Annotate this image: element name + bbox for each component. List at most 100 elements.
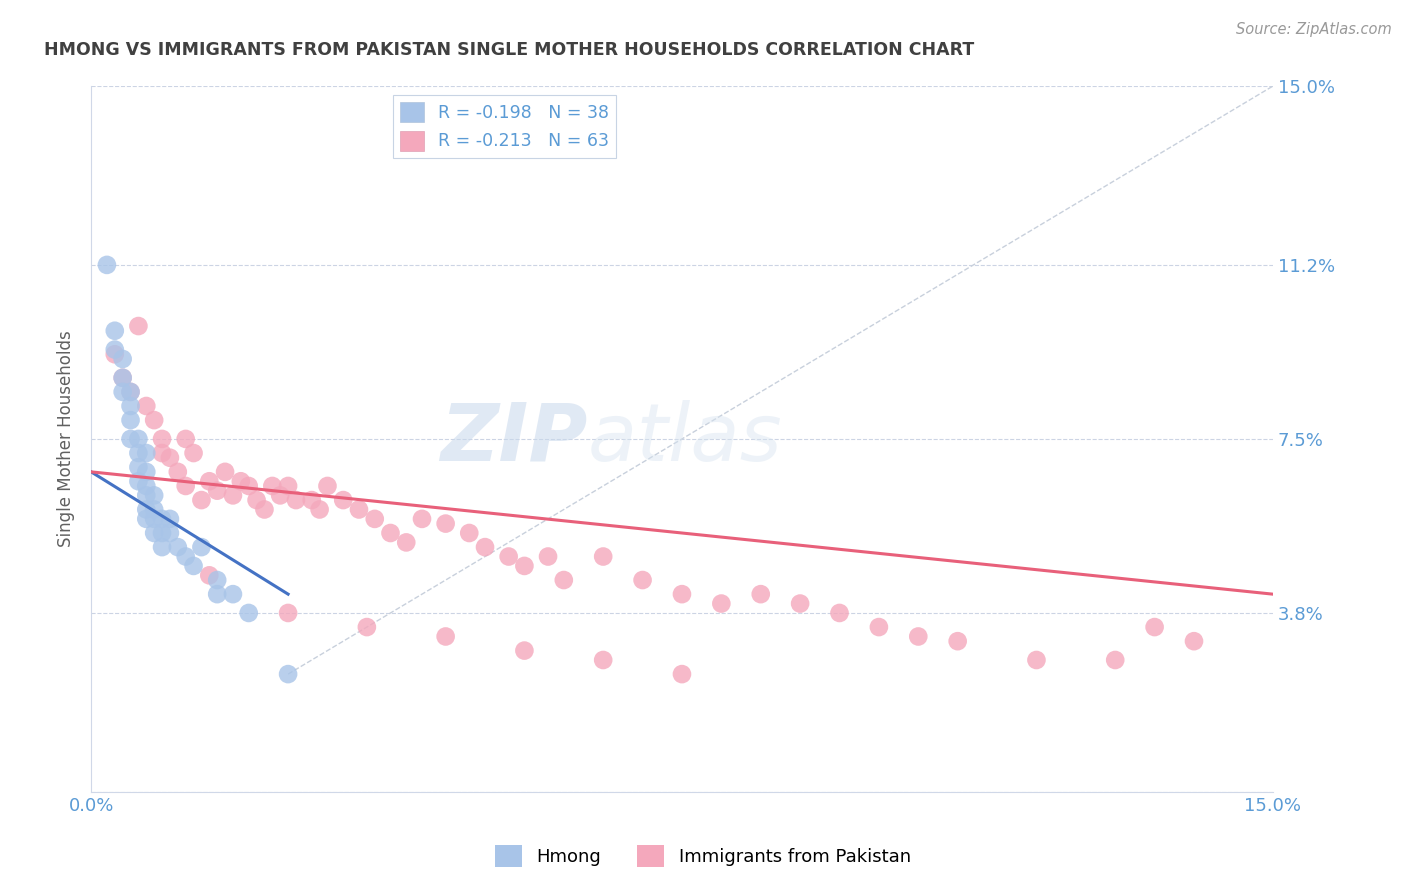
- Point: [174, 549, 197, 564]
- Point: [135, 399, 157, 413]
- Point: [749, 587, 772, 601]
- Text: ZIP: ZIP: [440, 400, 588, 478]
- Point: [135, 479, 157, 493]
- Point: [111, 351, 134, 366]
- Point: [277, 667, 299, 681]
- Point: [120, 413, 142, 427]
- Point: [135, 502, 157, 516]
- Point: [205, 573, 228, 587]
- Point: [1104, 653, 1126, 667]
- Point: [111, 384, 134, 399]
- Point: [868, 620, 890, 634]
- Point: [262, 479, 284, 493]
- Point: [166, 465, 188, 479]
- Text: Source: ZipAtlas.com: Source: ZipAtlas.com: [1236, 22, 1392, 37]
- Text: atlas: atlas: [588, 400, 782, 478]
- Point: [127, 319, 149, 334]
- Point: [553, 573, 575, 587]
- Point: [434, 516, 457, 531]
- Point: [159, 512, 181, 526]
- Point: [498, 549, 520, 564]
- Point: [222, 488, 245, 502]
- Point: [301, 493, 323, 508]
- Point: [332, 493, 354, 508]
- Point: [159, 450, 181, 465]
- Point: [143, 502, 166, 516]
- Point: [150, 540, 173, 554]
- Point: [1143, 620, 1166, 634]
- Point: [150, 512, 173, 526]
- Point: [631, 573, 654, 587]
- Point: [143, 512, 166, 526]
- Point: [269, 488, 291, 502]
- Point: [238, 479, 260, 493]
- Legend: R = -0.198   N = 38, R = -0.213   N = 63: R = -0.198 N = 38, R = -0.213 N = 63: [394, 95, 616, 158]
- Point: [198, 568, 221, 582]
- Point: [1182, 634, 1205, 648]
- Point: [474, 540, 496, 554]
- Point: [135, 488, 157, 502]
- Point: [127, 460, 149, 475]
- Point: [229, 475, 252, 489]
- Point: [183, 558, 205, 573]
- Point: [150, 446, 173, 460]
- Point: [458, 526, 481, 541]
- Point: [214, 465, 236, 479]
- Point: [356, 620, 378, 634]
- Point: [120, 384, 142, 399]
- Legend: Hmong, Immigrants from Pakistan: Hmong, Immigrants from Pakistan: [488, 838, 918, 874]
- Point: [592, 549, 614, 564]
- Point: [135, 446, 157, 460]
- Point: [789, 597, 811, 611]
- Point: [150, 432, 173, 446]
- Point: [190, 493, 212, 508]
- Point: [347, 502, 370, 516]
- Point: [127, 432, 149, 446]
- Point: [671, 587, 693, 601]
- Point: [205, 587, 228, 601]
- Point: [513, 558, 536, 573]
- Point: [143, 488, 166, 502]
- Point: [190, 540, 212, 554]
- Point: [183, 446, 205, 460]
- Point: [710, 597, 733, 611]
- Point: [828, 606, 851, 620]
- Point: [277, 606, 299, 620]
- Point: [1025, 653, 1047, 667]
- Point: [159, 526, 181, 541]
- Point: [316, 479, 339, 493]
- Point: [127, 475, 149, 489]
- Point: [135, 465, 157, 479]
- Point: [120, 384, 142, 399]
- Point: [198, 475, 221, 489]
- Point: [308, 502, 330, 516]
- Point: [174, 432, 197, 446]
- Point: [380, 526, 402, 541]
- Point: [104, 324, 127, 338]
- Point: [411, 512, 433, 526]
- Point: [111, 371, 134, 385]
- Point: [104, 343, 127, 357]
- Point: [135, 512, 157, 526]
- Point: [120, 432, 142, 446]
- Point: [907, 630, 929, 644]
- Point: [150, 526, 173, 541]
- Point: [143, 413, 166, 427]
- Point: [285, 493, 308, 508]
- Point: [671, 667, 693, 681]
- Y-axis label: Single Mother Households: Single Mother Households: [58, 331, 75, 548]
- Point: [111, 371, 134, 385]
- Point: [143, 526, 166, 541]
- Point: [120, 399, 142, 413]
- Point: [245, 493, 267, 508]
- Point: [537, 549, 560, 564]
- Point: [166, 540, 188, 554]
- Point: [434, 630, 457, 644]
- Point: [277, 479, 299, 493]
- Point: [205, 483, 228, 498]
- Point: [946, 634, 969, 648]
- Point: [238, 606, 260, 620]
- Point: [174, 479, 197, 493]
- Point: [104, 347, 127, 361]
- Point: [222, 587, 245, 601]
